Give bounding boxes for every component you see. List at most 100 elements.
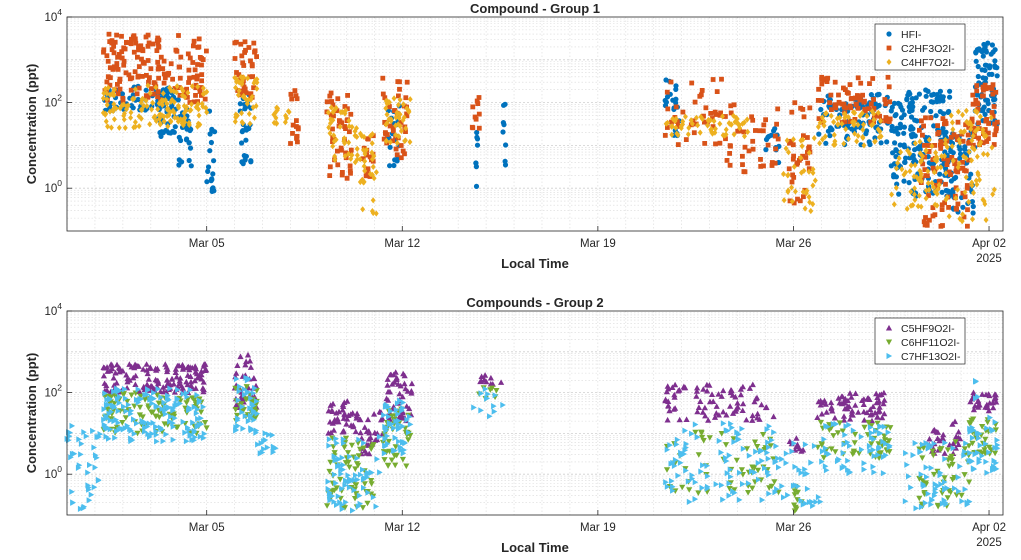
data-point: [700, 386, 707, 392]
data-point: [935, 131, 941, 137]
data-point: [942, 455, 948, 463]
data-point: [823, 409, 830, 415]
data-point: [901, 112, 907, 118]
data-point: [851, 440, 858, 446]
data-point: [962, 168, 967, 173]
data-point: [695, 404, 702, 410]
data-point: [242, 157, 248, 163]
data-point: [399, 456, 406, 463]
data-point: [473, 183, 480, 189]
data-point: [394, 400, 401, 407]
data-point: [365, 166, 371, 172]
data-point: [923, 147, 929, 154]
data-point: [705, 417, 712, 423]
data-point: [178, 137, 184, 144]
data-point: [393, 122, 399, 129]
data-point: [350, 422, 357, 428]
data-point: [145, 405, 152, 411]
data-point: [957, 139, 963, 146]
data-point: [487, 413, 493, 420]
data-point: [662, 133, 668, 138]
data-point: [251, 406, 258, 413]
data-point: [990, 427, 996, 434]
data-point: [474, 134, 480, 140]
data-point: [232, 118, 238, 125]
data-point: [978, 139, 984, 146]
data-point: [160, 438, 167, 445]
data-point: [339, 485, 345, 492]
data-point: [117, 86, 123, 92]
data-point: [940, 116, 946, 121]
data-point: [819, 458, 825, 465]
data-point: [349, 410, 356, 416]
data-point: [870, 446, 877, 453]
data-point: [880, 470, 887, 477]
data-point: [911, 173, 917, 180]
data-point: [853, 101, 859, 107]
data-point: [781, 197, 787, 204]
data-point: [934, 429, 941, 435]
data-point: [189, 436, 195, 443]
data-point: [930, 471, 938, 478]
data-point: [330, 102, 336, 108]
data-point: [752, 395, 760, 402]
data-point: [937, 472, 944, 479]
data-point: [801, 114, 807, 120]
data-point: [387, 144, 393, 150]
data-point: [670, 115, 676, 122]
data-point: [949, 143, 955, 150]
data-point: [718, 393, 725, 399]
data-point: [69, 488, 75, 495]
data-point: [852, 95, 858, 101]
data-point: [962, 189, 968, 196]
data-point: [763, 404, 770, 410]
data-point: [732, 393, 739, 400]
data-point: [955, 201, 961, 207]
data-point: [832, 138, 838, 145]
data-point: [403, 125, 409, 132]
data-point: [930, 99, 936, 105]
data-point: [177, 92, 183, 98]
data-point: [943, 170, 949, 177]
data-point: [970, 216, 975, 223]
data-point: [161, 80, 167, 86]
data-point: [145, 386, 151, 393]
data-point: [741, 169, 747, 174]
data-point: [902, 159, 908, 165]
data-point: [979, 424, 986, 430]
data-point: [400, 148, 406, 154]
data-point: [142, 397, 149, 403]
data-point: [191, 99, 197, 105]
data-point: [693, 393, 700, 399]
data-point: [402, 151, 407, 157]
data-point: [952, 445, 959, 451]
data-point: [401, 114, 407, 121]
data-point: [833, 105, 839, 111]
data-point: [361, 447, 368, 454]
data-point: [100, 95, 106, 102]
data-point: [198, 409, 205, 416]
data-point: [979, 67, 985, 73]
data-point: [288, 141, 293, 146]
data-point: [704, 462, 710, 469]
data-point: [686, 124, 692, 131]
data-point: [341, 444, 348, 451]
data-point: [791, 492, 798, 498]
data-point: [892, 113, 898, 119]
data-point: [982, 44, 988, 50]
data-point: [270, 449, 277, 456]
data-point: [353, 412, 360, 419]
data-point: [368, 132, 374, 139]
data-point: [874, 420, 881, 427]
data-point: [783, 450, 790, 457]
data-point: [168, 98, 174, 105]
data-point: [136, 388, 143, 394]
data-point: [253, 429, 259, 436]
data-point: [234, 362, 241, 368]
data-point: [357, 156, 363, 163]
data-point: [740, 400, 747, 407]
data-point: [939, 202, 945, 208]
data-point: [164, 368, 171, 375]
data-point: [749, 468, 755, 475]
data-point: [500, 401, 506, 409]
